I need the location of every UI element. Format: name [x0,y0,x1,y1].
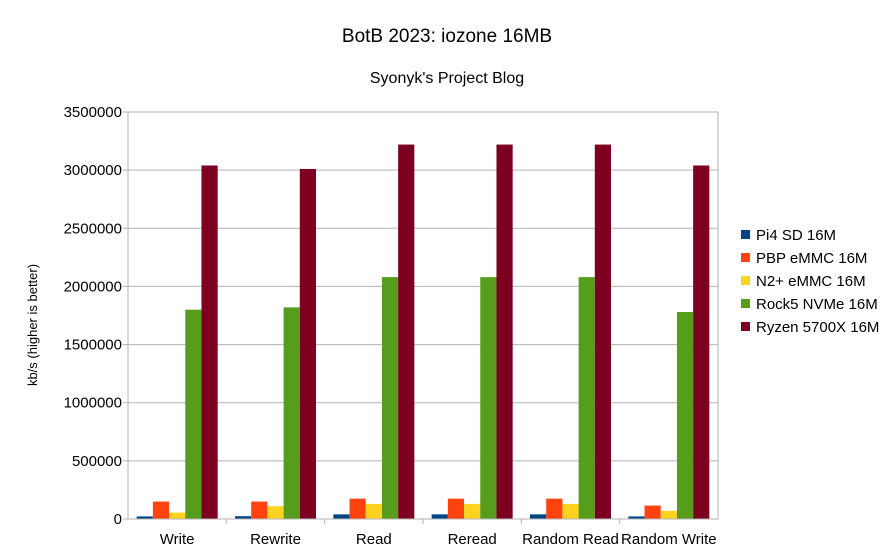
bar [693,165,710,519]
x-tick-label: Read [356,531,392,548]
legend-label: Rock5 NVMe 16M [756,296,878,313]
legend: Pi4 SD 16M PBP eMMC 16M N2+ eMMC 16M Rock5 … [741,227,879,336]
y-tick-labels: 0 500000 1000000 1500000 2000000 2500000 30000… [64,104,122,528]
y-tick-label: 3500000 [64,104,122,121]
y-tick-label: 2500000 [64,220,122,237]
y-tick-label: 500000 [72,453,122,470]
bar [398,144,415,519]
bar [464,503,481,519]
chart-title: BotB 2023: iozone 16MB [342,26,552,47]
bar [562,503,579,519]
bar [267,506,284,519]
bar [628,516,645,519]
bar [530,514,547,519]
y-tick-label: 2000000 [64,278,122,295]
bar [676,312,694,519]
x-tick-label: Reread [448,531,497,548]
bar [333,514,350,519]
legend-swatch [741,253,750,262]
bar [235,516,252,519]
x-tick-label: Random Read [522,531,619,548]
bar [447,498,465,519]
legend-swatch [741,276,750,285]
chart-subtitle: Syonyk's Project Blog [370,70,524,87]
bar [169,512,186,519]
legend-label: Ryzen 5700X 16M [756,319,879,336]
bar [546,498,563,519]
bar [299,168,316,520]
x-tick-label: Random Write [621,531,717,548]
legend-label: Pi4 SD 16M [756,227,836,244]
bar [660,510,677,519]
bar [594,144,611,519]
legend-label: PBP eMMC 16M [756,250,867,267]
x-tick-label: Write [160,531,195,548]
bar [251,501,268,519]
y-axis-label: kb/s (higher is better) [25,264,40,386]
bar [136,516,153,519]
bar [349,498,366,519]
bars-group [136,144,710,520]
bar [644,505,661,519]
x-tick-label: Rewrite [250,531,301,548]
bar [201,165,218,519]
y-tick-label: 1000000 [64,395,122,412]
bar [185,309,202,519]
bar [578,277,595,519]
bar [381,277,399,519]
legend-label: N2+ eMMC 16M [756,273,866,290]
axes [127,111,719,524]
x-tick-labels: Write Rewrite Read Reread Random Read Random … [160,531,717,548]
legend-swatch [741,230,750,239]
bar [152,501,170,519]
legend-swatch [741,322,750,331]
y-tick-label: 0 [114,511,122,528]
bar [431,514,448,519]
y-tick-label: 1500000 [64,337,122,354]
legend-swatch [741,299,750,308]
bar [283,307,300,519]
y-tick-label: 3000000 [64,162,122,179]
bar [480,277,497,519]
bar [496,144,513,519]
bar [365,503,382,519]
